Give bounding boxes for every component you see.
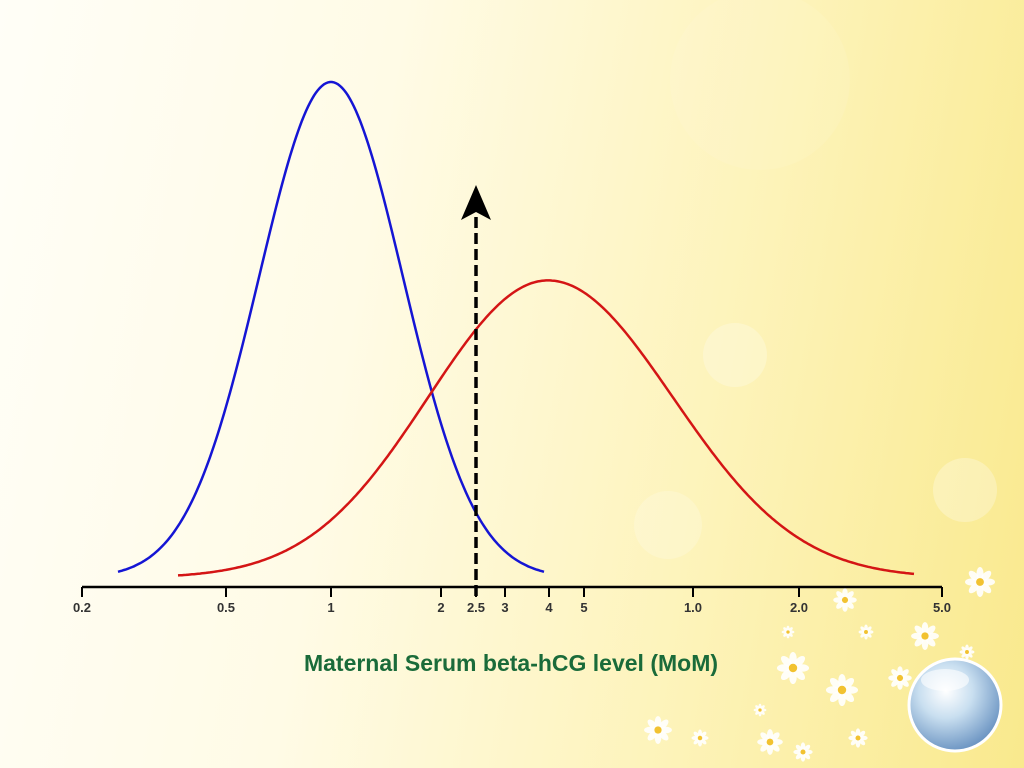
orb-decoration: [907, 657, 1003, 753]
x-axis-title-text: Maternal Serum beta-hCG level (MoM): [303, 650, 719, 676]
cutoff-arrow: [461, 185, 491, 596]
x-tick-label: 5.0: [933, 600, 951, 615]
series-line-red: [177, 279, 915, 577]
x-tick-label: 4: [545, 600, 553, 615]
x-tick-label: 2: [437, 600, 444, 615]
x-tick-label: 2.5: [467, 600, 485, 615]
x-tick-label: 5: [580, 600, 587, 615]
x-axis-title: Maternal Serum beta-hCG level (MoM): [0, 650, 1024, 677]
x-axis-ticks: 0.2 0.5 1 2 2.5 3 4 5 1.0 2.0 5.0: [73, 587, 951, 615]
x-tick-label: 1: [327, 600, 334, 615]
x-tick-label: 3: [501, 600, 508, 615]
x-tick-label: 0.2: [73, 600, 91, 615]
x-tick-label: 1.0: [684, 600, 702, 615]
x-tick-label: 2.0: [790, 600, 808, 615]
x-tick-label: 0.5: [217, 600, 235, 615]
series-line-blue: [117, 80, 545, 573]
flower-decoration: [644, 567, 995, 762]
bokeh-decoration: [634, 0, 997, 559]
